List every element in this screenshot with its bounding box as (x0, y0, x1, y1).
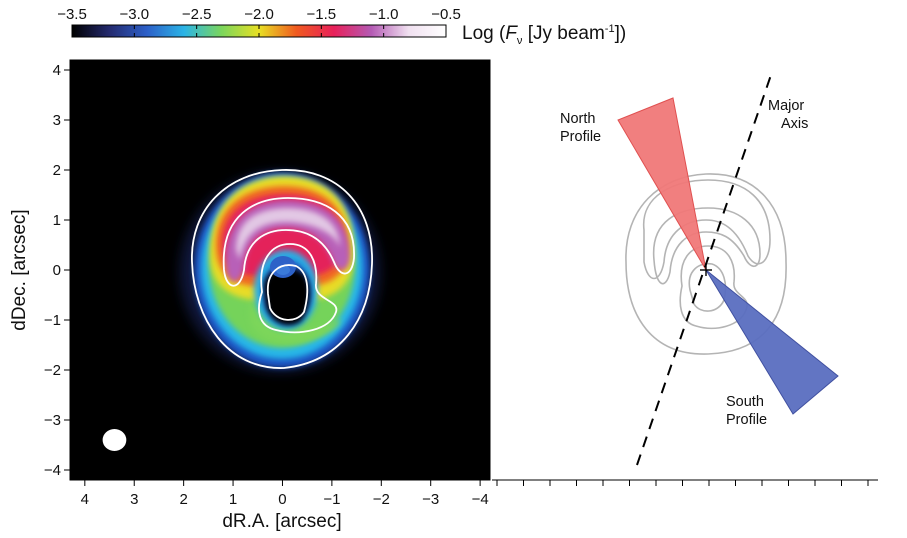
x-tick-label: −3 (422, 491, 439, 508)
colorbar-ticks: −3.5 −3.0 −2.5 −2.0 −1.5 −1.0 −0.5 (57, 6, 461, 37)
colorbar-tick-label: −1.5 (307, 6, 337, 23)
y-tick-label: −2 (44, 362, 61, 379)
y-tick-label: 4 (53, 62, 61, 79)
diagram-panel: North Profile Major Axis South Profile (492, 71, 878, 486)
y-tick-label: −1 (44, 312, 61, 329)
y-axis-label: dDec. [arcsec] (9, 209, 30, 330)
x-axis-label: dR.A. [arcsec] (222, 511, 341, 532)
y-tick-label: 3 (53, 112, 61, 129)
north-profile-wedge (617, 97, 707, 271)
colorbar-tick-label: −3.5 (57, 6, 87, 23)
south-profile-wedge (705, 269, 839, 415)
colorbar-tick-label: −2.5 (182, 6, 212, 23)
map-panel: 4 3 2 1 0 −1 −2 −3 −4 4 3 2 1 0 −1 −2 −3 −4 dR.A. [arcse… (9, 59, 491, 532)
y-axis-ticks: 4 3 2 1 0 −1 −2 −3 −4 (44, 62, 70, 479)
x-tick-label: 0 (278, 491, 286, 508)
x-tick-label: 4 (81, 491, 89, 508)
x-axis-ticks: 4 3 2 1 0 −1 −2 −3 −4 (81, 480, 489, 508)
x-tick-label: 1 (229, 491, 237, 508)
north-profile-label: North Profile (560, 111, 601, 145)
x-tick-label: −1 (323, 491, 340, 508)
colorbar-label: Log (Fν [Jy beam-1]) (462, 23, 626, 47)
colorbar-tick-label: −2.0 (244, 6, 274, 23)
center-cross (700, 264, 712, 276)
y-tick-label: 0 (53, 262, 61, 279)
colorbar-tick-label: −1.0 (369, 6, 399, 23)
y-tick-label: −4 (44, 462, 61, 479)
colorbar-tick-label: −0.5 (431, 6, 461, 23)
map-contours (191, 169, 373, 369)
x-tick-label: 3 (130, 491, 138, 508)
x-tick-label: 2 (179, 491, 187, 508)
major-axis-line (636, 71, 773, 466)
y-tick-label: −3 (44, 412, 61, 429)
beam-ellipse (102, 429, 127, 451)
colorbar: −3.5 −3.0 −2.5 −2.0 −1.5 −1.0 −0.5 Log (Fν [Jy… (57, 6, 626, 47)
colorbar-tick-label: −3.0 (120, 6, 150, 23)
y-tick-label: 1 (53, 212, 61, 229)
south-profile-label: South Profile (726, 394, 767, 428)
diagram-ticks (496, 480, 869, 486)
major-axis-label: Major Axis (768, 98, 808, 132)
y-tick-label: 2 (53, 162, 61, 179)
x-tick-label: −2 (373, 491, 390, 508)
emission (180, 172, 380, 372)
x-tick-label: −4 (472, 491, 489, 508)
